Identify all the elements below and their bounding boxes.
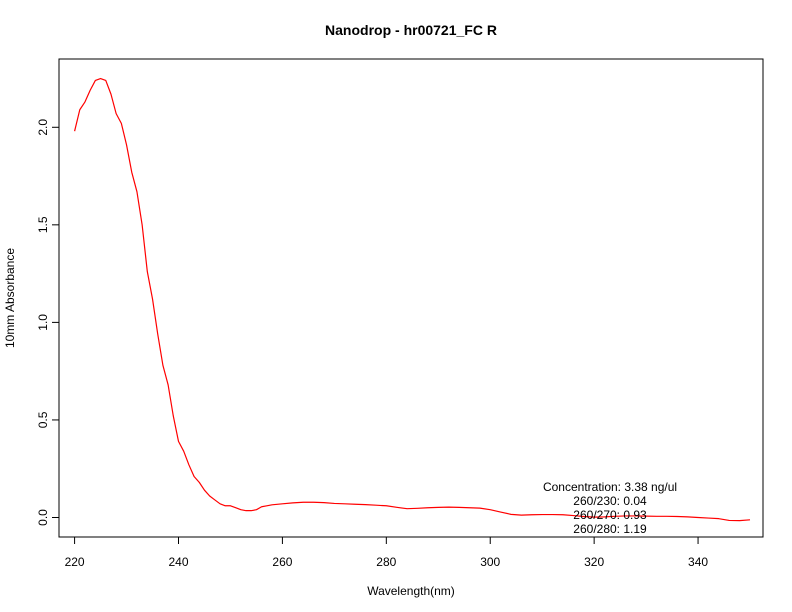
x-tick-label: 300 xyxy=(480,555,500,569)
series-layer xyxy=(74,77,751,522)
y-axis: 0.0 0.5 1.0 1.5 2.0 xyxy=(36,119,60,526)
x-axis-ticks: 220 240 260 280 300 320 340 xyxy=(65,537,708,569)
ratio-260-230-annotation: 260/230: 0.04 xyxy=(573,494,647,508)
x-tick-label: 260 xyxy=(272,555,292,569)
y-tick-label: 0.5 xyxy=(36,411,50,428)
ratio-260-280-annotation: 260/280: 1.19 xyxy=(573,522,647,536)
absorbance-series-line xyxy=(74,77,751,522)
x-tick-label: 240 xyxy=(168,555,188,569)
y-axis-ticks: 0.0 0.5 1.0 1.5 2.0 xyxy=(36,119,59,526)
x-tick-label: 220 xyxy=(65,555,85,569)
x-tick-label: 320 xyxy=(584,555,604,569)
x-tick-label: 340 xyxy=(688,555,708,569)
y-tick-label: 1.5 xyxy=(36,216,50,233)
y-tick-label: 2.0 xyxy=(36,119,50,136)
x-axis-label: Wavelength(nm) xyxy=(367,584,455,598)
chart-title: Nanodrop - hr00721_FC R xyxy=(325,22,497,38)
ratio-annotations: Concentration: 3.38 ng/ul 260/230: 0.04 … xyxy=(543,480,677,536)
y-tick-label: 0.0 xyxy=(36,509,50,526)
ratio-260-270-annotation: 260/270: 0.93 xyxy=(573,508,647,522)
x-tick-label: 280 xyxy=(376,555,396,569)
y-tick-label: 1.0 xyxy=(36,314,50,331)
x-axis: 220 240 260 280 300 320 340 xyxy=(65,536,708,569)
y-axis-label: 10mm Absorbance xyxy=(3,248,17,348)
concentration-annotation: Concentration: 3.38 ng/ul xyxy=(543,480,677,494)
